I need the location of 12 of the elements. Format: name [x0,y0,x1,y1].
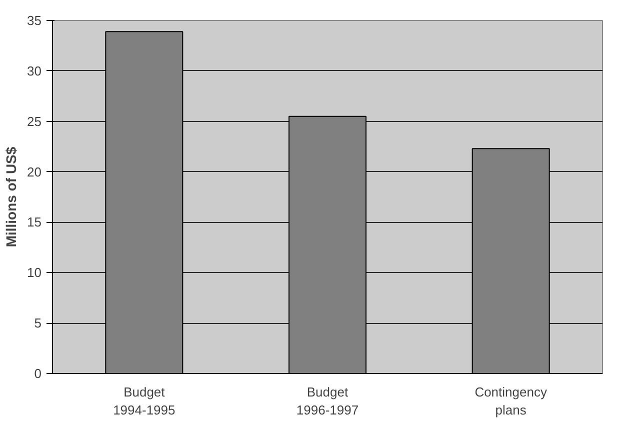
y-tick-label: 30 [27,63,42,78]
y-tick-label: 15 [27,214,42,230]
y-tick-label: 20 [27,164,42,180]
y-axis-title: Millions of US$ [3,146,20,248]
y-tick-label: 5 [34,316,42,331]
y-tick-label: 35 [27,13,42,28]
x-tick-label: Budget 1996-1997 [296,384,359,418]
y-tick-label: 25 [27,114,42,129]
x-tick-label: Budget 1994-1995 [113,384,176,418]
y-tick-label: 0 [34,366,42,381]
y-tick-label: 10 [27,265,42,280]
x-tick-label: Contingency plans [474,384,548,418]
